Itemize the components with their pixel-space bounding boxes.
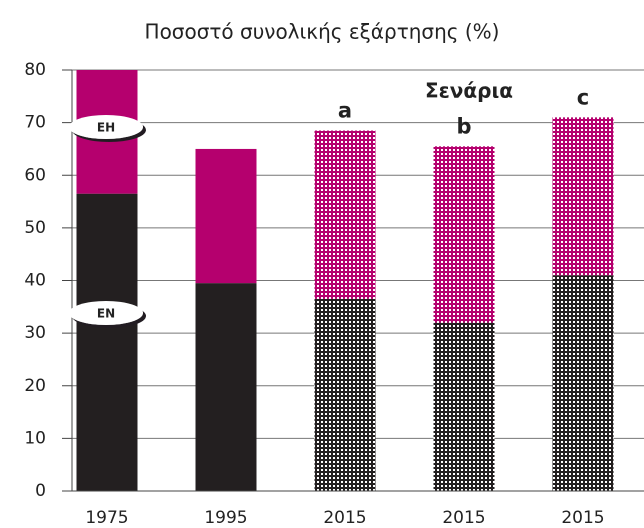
- x-tick-label: 2015: [323, 508, 366, 528]
- x-tick-label: 1995: [204, 508, 247, 528]
- scenario-label: b: [456, 114, 471, 138]
- x-tick-label: 2015: [561, 508, 604, 528]
- y-tick-label: 0: [35, 481, 46, 501]
- chart-title: Ποσοστό συνολικής εξάρτησης (%): [145, 20, 500, 44]
- y-tick-label: 40: [24, 271, 46, 291]
- bar-segment: [552, 275, 614, 491]
- legend-bubble: [69, 301, 143, 325]
- legend-label: EH: [97, 121, 115, 135]
- legend-bubble: [69, 115, 143, 139]
- y-tick-label: 30: [24, 323, 46, 343]
- legend-item: EN: [69, 301, 143, 325]
- bar-segment: [76, 193, 138, 491]
- y-tick-label: 70: [24, 113, 46, 133]
- scenario-label: a: [338, 99, 352, 123]
- y-tick-label: 80: [24, 60, 46, 80]
- legend-label: EN: [97, 307, 115, 321]
- y-tick-label: 20: [24, 376, 46, 396]
- annotation: Σενάρια: [425, 79, 513, 103]
- y-tick-label: 60: [24, 165, 46, 185]
- bar-segment: [552, 117, 614, 276]
- bar-segment: [195, 283, 257, 491]
- bar-segment: [195, 148, 257, 284]
- bar-segment: [314, 298, 376, 491]
- bar-segment: [433, 322, 495, 491]
- bar-segment: [314, 130, 376, 299]
- x-tick-label: 1975: [85, 508, 128, 528]
- y-tick-label: 50: [24, 218, 46, 238]
- legend-item: EH: [69, 115, 143, 139]
- scenario-label: c: [577, 85, 589, 109]
- bar-segment: [433, 146, 495, 323]
- y-tick-label: 10: [24, 428, 46, 448]
- x-tick-label: 2015: [442, 508, 485, 528]
